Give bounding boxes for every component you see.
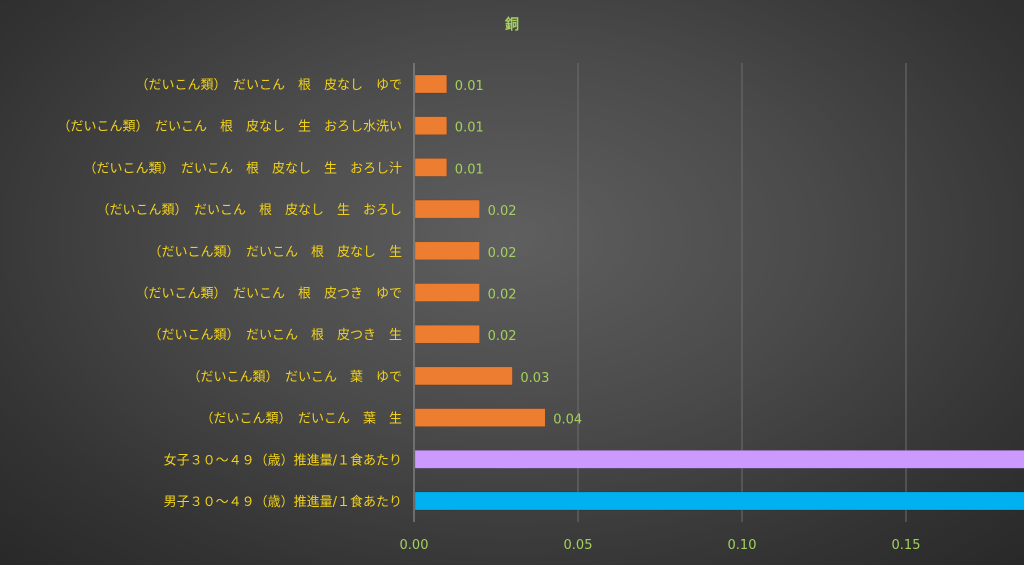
category-label: （だいこん類） だいこん 根 皮なし 生 おろし汁 bbox=[83, 161, 402, 176]
category-label: （だいこん類） だいこん 葉 ゆで bbox=[187, 370, 402, 385]
category-label: （だいこん類） だいこん 根 皮なし ゆで bbox=[135, 78, 402, 93]
x-tick-label: 0.10 bbox=[728, 538, 757, 553]
bar bbox=[414, 158, 448, 177]
category-label: （だいこん類） だいこん 葉 生 bbox=[200, 412, 402, 427]
bar bbox=[414, 450, 1024, 469]
x-tick-label: 0.00 bbox=[400, 538, 429, 553]
bar bbox=[414, 366, 513, 386]
x-tick-label: 0.05 bbox=[564, 538, 593, 553]
category-label: （だいこん類） だいこん 根 皮なし 生 おろし水洗い bbox=[57, 120, 402, 135]
category-label: （だいこん類） だいこん 根 皮なし 生 おろし bbox=[96, 203, 402, 218]
data-label: 0.02 bbox=[488, 329, 517, 344]
data-label: 0.01 bbox=[455, 162, 484, 177]
x-tick-label: 0.15 bbox=[892, 538, 921, 553]
data-label: 0.02 bbox=[488, 204, 517, 219]
data-label: 0.01 bbox=[455, 121, 484, 136]
data-label: 0.04 bbox=[553, 413, 582, 428]
bar bbox=[414, 199, 480, 219]
data-label: 0.02 bbox=[488, 288, 517, 303]
category-label: （だいこん類） だいこん 根 皮つき ゆで bbox=[135, 287, 402, 302]
bar bbox=[414, 324, 480, 344]
category-label: （だいこん類） だいこん 根 皮なし 生 bbox=[148, 245, 402, 260]
category-label: （だいこん類） だいこん 根 皮つき 生 bbox=[148, 328, 402, 343]
data-label: 0.01 bbox=[455, 79, 484, 94]
bar bbox=[414, 74, 448, 94]
data-label: 0.02 bbox=[488, 246, 517, 261]
bar bbox=[414, 408, 546, 427]
data-label: 0.03 bbox=[520, 371, 549, 386]
bar bbox=[414, 241, 480, 261]
category-label: 男子３０～４９（歳）推進量/１食あたり bbox=[164, 494, 402, 510]
bar bbox=[414, 283, 480, 302]
bar bbox=[414, 491, 1024, 511]
bar bbox=[414, 116, 448, 135]
chart-title: 銅 bbox=[505, 17, 519, 33]
category-label: 女子３０～４９（歳）推進量/１食あたり bbox=[164, 452, 402, 468]
